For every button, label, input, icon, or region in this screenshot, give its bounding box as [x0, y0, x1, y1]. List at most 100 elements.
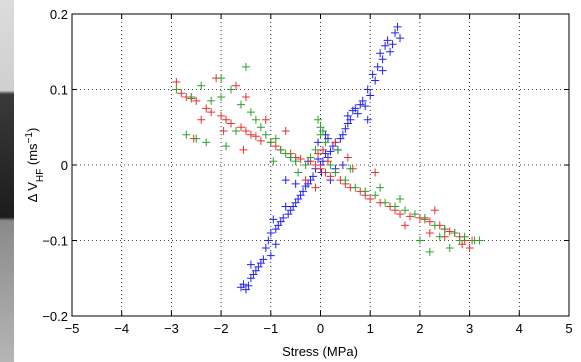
data-point — [284, 210, 293, 219]
data-point — [314, 115, 323, 124]
data-point — [368, 70, 377, 79]
data-point — [241, 285, 250, 294]
data-point — [341, 124, 350, 133]
data-point — [400, 221, 409, 230]
data-point — [363, 85, 372, 94]
data-point — [246, 274, 255, 283]
data-point — [296, 154, 305, 163]
data-point — [192, 134, 201, 143]
data-point — [366, 194, 375, 203]
data-point — [269, 215, 278, 224]
data-point — [239, 145, 248, 154]
data-point — [475, 236, 484, 245]
data-point — [366, 91, 375, 100]
x-tick-label: 3 — [466, 321, 473, 336]
data-point — [286, 153, 295, 162]
data-point — [256, 123, 265, 132]
data-point — [177, 89, 186, 98]
data-point — [271, 225, 280, 234]
data-point — [311, 183, 320, 192]
data-point — [192, 96, 201, 105]
data-point — [425, 217, 434, 226]
data-point — [376, 183, 385, 192]
data-point — [197, 81, 206, 90]
data-point — [207, 108, 216, 117]
data-point — [187, 93, 196, 102]
data-point — [261, 115, 270, 124]
data-point — [301, 161, 310, 169]
data-point — [276, 145, 285, 154]
data-point — [326, 161, 335, 169]
data-point — [281, 127, 290, 136]
data-point — [291, 179, 300, 188]
data-point — [182, 130, 191, 139]
data-point — [318, 145, 327, 154]
data-point — [420, 213, 429, 222]
data-point — [246, 260, 255, 269]
data-series — [172, 22, 484, 294]
data-point — [236, 123, 245, 132]
data-point — [356, 100, 365, 109]
data-point — [445, 227, 454, 236]
data-point — [373, 62, 382, 71]
data-point — [361, 102, 370, 111]
data-point — [326, 172, 335, 181]
data-point — [316, 164, 325, 173]
data-point — [306, 153, 315, 162]
data-point — [338, 161, 347, 169]
data-point — [291, 157, 300, 166]
data-point — [391, 28, 400, 37]
data-point — [222, 142, 231, 151]
data-point — [400, 206, 409, 215]
data-point — [465, 244, 474, 253]
data-point — [261, 244, 270, 253]
data-point — [343, 119, 352, 128]
x-tick-label: −5 — [65, 321, 80, 336]
data-point — [236, 283, 245, 292]
data-point — [396, 34, 405, 43]
data-point — [266, 228, 275, 237]
x-tick-label: 0 — [317, 321, 324, 336]
x-tick-label: 4 — [516, 321, 523, 336]
data-point — [455, 236, 464, 245]
data-point — [294, 168, 303, 177]
data-point — [336, 134, 345, 143]
y-tick-label: −0.1 — [42, 234, 68, 249]
data-point — [241, 62, 250, 71]
x-tick-label: −1 — [263, 321, 278, 336]
x-tick-label: −3 — [164, 321, 179, 336]
data-point — [222, 115, 231, 124]
data-point — [388, 40, 397, 49]
data-point — [266, 138, 275, 147]
x-axis-label: Stress (MPa) — [282, 344, 358, 359]
data-point — [251, 115, 260, 124]
data-point — [371, 168, 380, 177]
series-3 — [172, 62, 484, 256]
data-point — [386, 47, 395, 56]
data-point — [381, 198, 390, 207]
data-point — [371, 76, 380, 85]
data-point — [383, 36, 392, 45]
data-point — [381, 41, 390, 50]
data-point — [405, 212, 414, 221]
data-point — [314, 138, 323, 147]
data-point — [430, 221, 439, 230]
data-point — [331, 168, 340, 177]
data-point — [217, 111, 226, 120]
data-point — [281, 176, 290, 185]
data-point — [261, 130, 270, 139]
y-tick-label: 0 — [61, 158, 68, 173]
x-tick-label: 2 — [416, 321, 423, 336]
data-point — [435, 232, 444, 241]
data-point — [371, 191, 380, 200]
data-point — [217, 74, 226, 83]
background-photo-fragment — [0, 0, 14, 362]
data-point — [378, 55, 387, 64]
data-point — [241, 127, 250, 136]
data-point — [378, 66, 387, 75]
data-point — [281, 149, 290, 158]
data-point — [321, 138, 330, 147]
data-point — [232, 127, 241, 136]
data-point — [227, 119, 236, 128]
data-point — [207, 96, 216, 105]
